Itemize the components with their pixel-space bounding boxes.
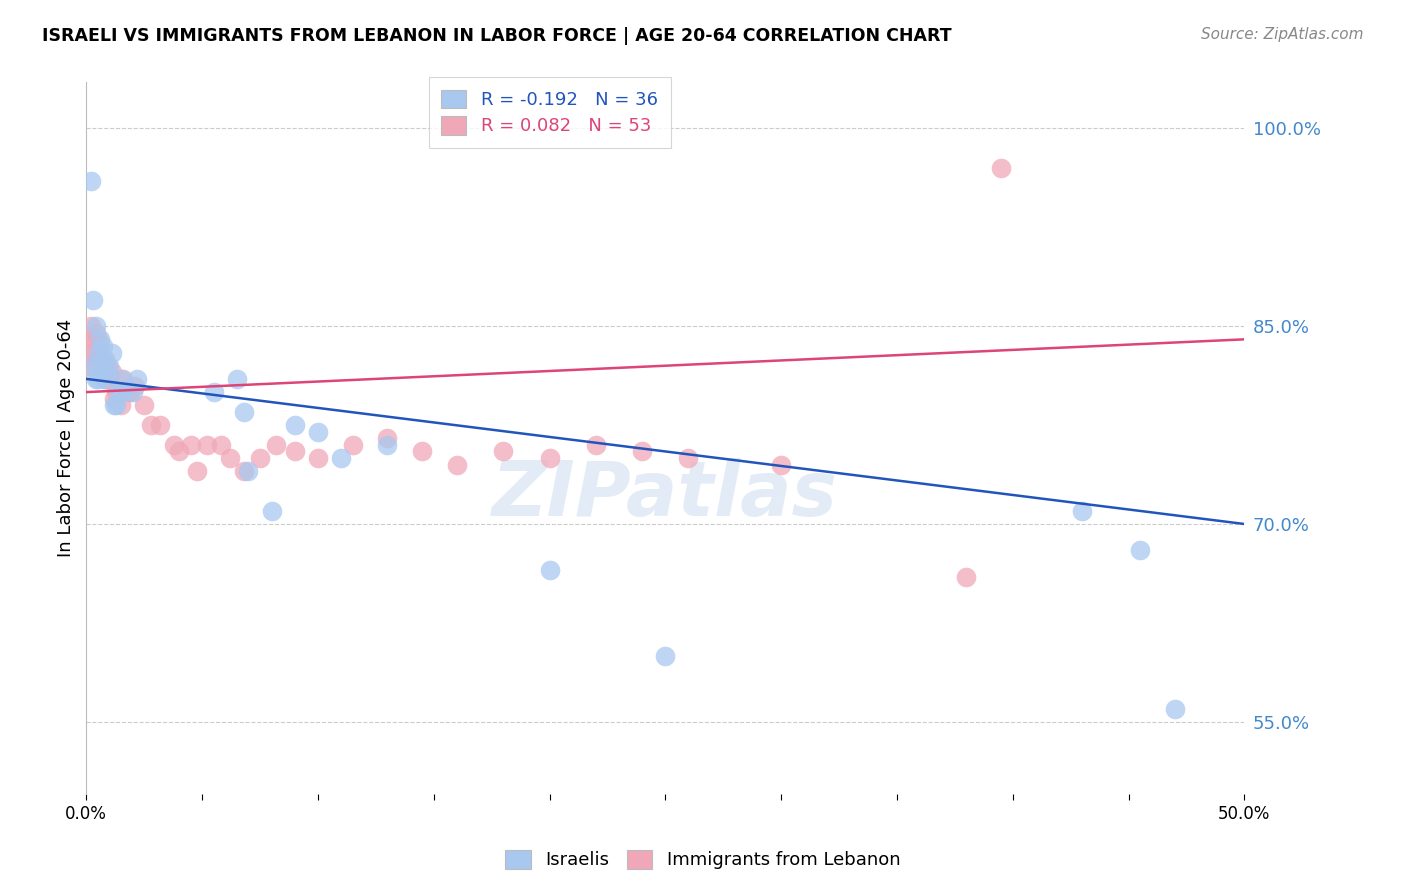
Point [110,398,132,412]
Y-axis label: In Labor Force | Age 20-64: In Labor Force | Age 20-64 [58,319,75,558]
Point [94,372,117,386]
Point [80,319,103,334]
Point [330,451,353,466]
Point [411,444,433,458]
Point [225,372,247,386]
Point [167,444,190,458]
Point [955,570,977,584]
Point [80,174,103,188]
Point [100,345,122,359]
Point [307,451,329,466]
Point [631,444,654,458]
Point [82,359,104,373]
Point [96,365,118,379]
Point [87,372,110,386]
Point [260,504,283,518]
Point [84,345,107,359]
Point [110,372,132,386]
Point [284,418,307,433]
Point [82,359,104,373]
Text: ZIPatlas: ZIPatlas [492,458,838,533]
Point [77,359,100,373]
Point [124,378,146,392]
Point [105,385,128,400]
Point [89,332,111,346]
Point [127,372,149,386]
Point [112,372,135,386]
Point [87,332,110,346]
Point [103,398,125,412]
Point [1129,543,1152,558]
Point [117,385,139,400]
Point [186,464,208,478]
Point [84,372,107,386]
Point [91,339,114,353]
Text: Source: ZipAtlas.com: Source: ZipAtlas.com [1201,27,1364,42]
Point [249,451,271,466]
Point [342,438,364,452]
Point [585,438,607,452]
Point [538,563,561,577]
Point [103,392,125,406]
Point [82,332,104,346]
Point [149,418,172,433]
Point [654,648,676,663]
Legend: R = -0.192   N = 36, R = 0.082   N = 53: R = -0.192 N = 36, R = 0.082 N = 53 [429,77,671,148]
Point [84,326,107,340]
Point [121,385,143,400]
Legend: Israelis, Immigrants from Lebanon: Israelis, Immigrants from Lebanon [496,841,910,879]
Point [307,425,329,439]
Point [105,398,128,412]
Point [98,359,121,373]
Point [284,444,307,458]
Point [89,359,111,373]
Point [98,372,121,386]
Point [232,464,254,478]
Point [163,438,186,452]
Point [87,345,110,359]
Point [107,385,129,400]
Point [84,319,107,334]
Point [82,293,104,307]
Point [195,438,218,452]
Point [100,365,122,379]
Point [209,438,232,452]
Point [377,438,399,452]
Point [91,352,114,367]
Point [134,398,156,412]
Point [990,161,1012,175]
Point [202,385,225,400]
Point [238,464,260,478]
Point [96,359,118,373]
Point [94,352,117,367]
Point [80,345,103,359]
Point [87,345,110,359]
Point [264,438,287,452]
Point [219,451,242,466]
Point [492,444,515,458]
Point [96,372,118,386]
Point [120,385,142,400]
Point [112,385,135,400]
Point [232,405,254,419]
Point [77,332,100,346]
Point [770,458,793,472]
Point [1164,701,1187,715]
Point [94,372,117,386]
Point [89,339,111,353]
Point [538,451,561,466]
Point [180,438,202,452]
Point [678,451,700,466]
Point [91,359,114,373]
Point [139,418,162,433]
Point [89,352,111,367]
Point [1071,504,1094,518]
Text: ISRAELI VS IMMIGRANTS FROM LEBANON IN LABOR FORCE | AGE 20-64 CORRELATION CHART: ISRAELI VS IMMIGRANTS FROM LEBANON IN LA… [42,27,952,45]
Point [446,458,468,472]
Point [377,431,399,445]
